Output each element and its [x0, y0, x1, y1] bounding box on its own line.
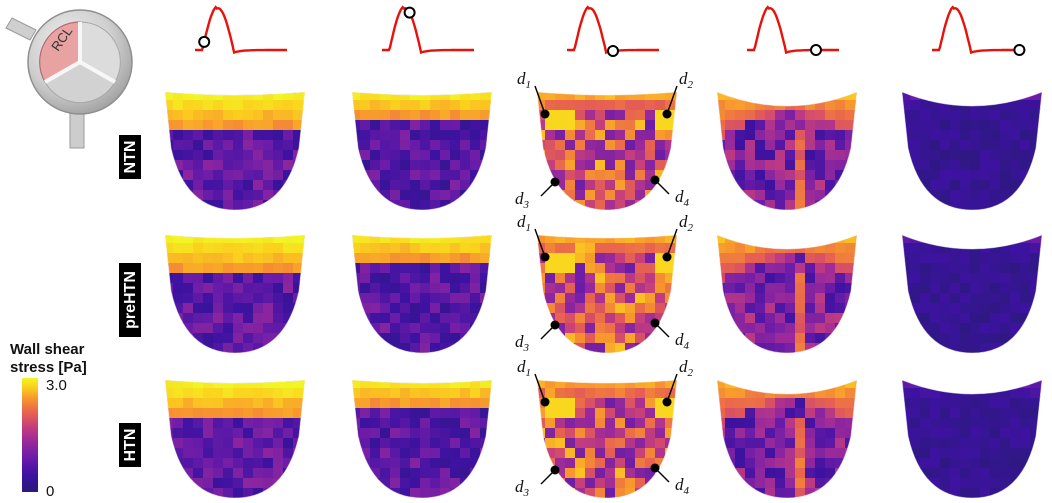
- leaflet-htn-1: [164, 379, 306, 499]
- probe-d3-row-3: d3: [515, 465, 560, 499]
- leaflet-htn-3: [536, 379, 678, 499]
- waveform-phase-marker: [403, 6, 416, 19]
- probe-label: d1: [517, 69, 531, 91]
- waveform-4: [747, 5, 839, 57]
- probe-label: d2: [679, 357, 694, 379]
- leaflet-prehtn-4: [716, 234, 858, 354]
- probe-dot: [540, 397, 550, 407]
- probe-annotations: d1 d2 d3 d4 d1 d2 d3 d4 d1 d2 d3 d4: [515, 69, 694, 499]
- leaflet-ntn-1: [164, 91, 306, 211]
- probe-d3-row-2: d3: [515, 320, 560, 354]
- probe-dot: [650, 175, 660, 185]
- leaflet-htn-2: [351, 379, 493, 499]
- colorbar-max-label: 3.0: [46, 377, 67, 394]
- probe-dot: [550, 177, 560, 187]
- probe-label: d3: [515, 332, 530, 354]
- waveform-phase-marker: [810, 44, 822, 57]
- probe-label: d3: [515, 189, 530, 211]
- probe-dot: [650, 463, 660, 473]
- colorbar-gradient: [22, 378, 38, 492]
- probe-d3-row-1: d3: [515, 177, 560, 211]
- leaflet-prehtn-5: [901, 234, 1043, 354]
- probe-dot: [650, 318, 660, 328]
- probe-dot: [540, 252, 550, 262]
- row-label-htn: HTN: [119, 423, 141, 467]
- probe-label: d3: [515, 477, 530, 499]
- waveform-2: [382, 5, 474, 55]
- leaflet-prehtn-1: [164, 234, 306, 354]
- row-label-prehtn: preHTN: [119, 263, 141, 337]
- waveform-phase-marker: [607, 45, 619, 58]
- aortic-valve-icon: RCL: [5, 9, 133, 149]
- leaflet-ntn-5: [901, 91, 1043, 211]
- waveform-curve: [382, 5, 474, 55]
- waveform-curve: [747, 5, 839, 55]
- probe-dot: [540, 109, 550, 119]
- row-label-text: HTN: [122, 429, 139, 462]
- probe-label: d2: [679, 69, 694, 91]
- leaflet-htn-5: [901, 379, 1043, 499]
- probe-d4-row-1: d4: [650, 175, 690, 209]
- probe-label: d1: [517, 212, 531, 234]
- probe-label: d4: [675, 475, 690, 497]
- row-label-ntn: NTN: [119, 135, 141, 179]
- waveform-phase-marker: [198, 35, 211, 48]
- leaflet-htn-4: [716, 379, 858, 499]
- colorbar-title-line2: stress [Pa]: [10, 359, 87, 376]
- waveform-curve: [195, 5, 287, 55]
- waveform-curve: [932, 5, 1024, 55]
- probe-d4-row-2: d4: [650, 318, 690, 352]
- colorbar-title-line1: Wall shear: [10, 341, 85, 358]
- leaflet-ntn-3: [536, 91, 678, 211]
- waveform-phase-marker: [1013, 44, 1026, 57]
- row-label-text: NTN: [122, 141, 139, 174]
- probe-label: d1: [517, 357, 531, 379]
- leaflet-ntn-2: [351, 91, 493, 211]
- colorbar: Wall shear stress [Pa] 3.0 0: [10, 341, 87, 500]
- leaflet-prehtn-2: [351, 234, 493, 354]
- waveform-5: [932, 5, 1026, 57]
- waveform-3: [567, 5, 659, 58]
- probe-d4-row-3: d4: [650, 463, 690, 497]
- probe-dot: [662, 252, 672, 262]
- probe-dot: [550, 465, 560, 475]
- waveform-row: [195, 5, 1026, 58]
- leaflet-prehtn-3: [536, 234, 678, 354]
- probe-label: d2: [679, 212, 694, 234]
- row-label-text: preHTN: [122, 271, 139, 329]
- probe-label: d4: [675, 330, 690, 352]
- probe-label: d4: [675, 187, 690, 209]
- colorbar-min-label: 0: [46, 483, 54, 500]
- probe-dot: [662, 397, 672, 407]
- waveform-1: [195, 5, 287, 55]
- row-labels: NTN preHTN HTN: [119, 135, 141, 467]
- probe-dot: [550, 320, 560, 330]
- leaflet-grid: [164, 91, 1043, 499]
- leaflet-ntn-4: [716, 91, 858, 211]
- probe-dot: [662, 109, 672, 119]
